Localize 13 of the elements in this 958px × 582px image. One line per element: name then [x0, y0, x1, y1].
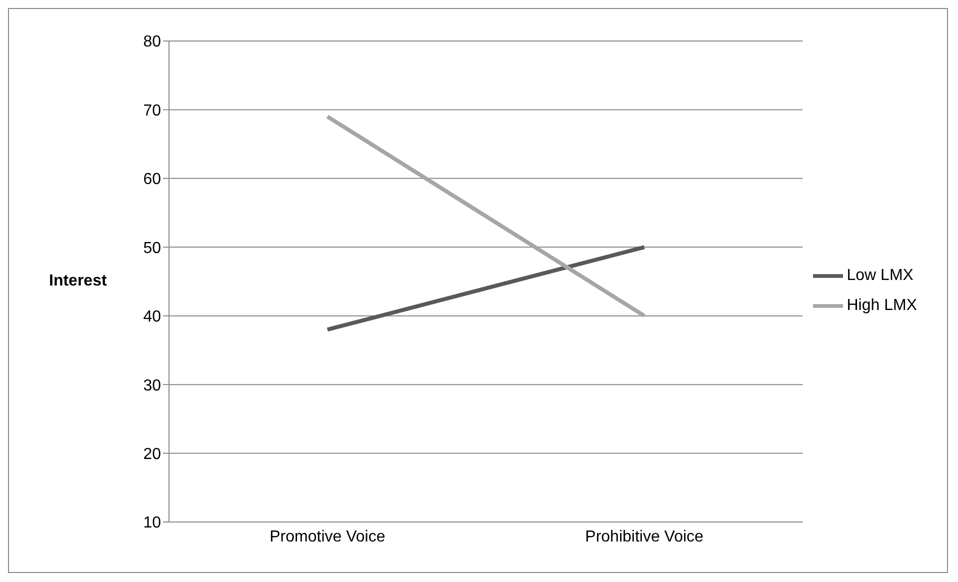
y-tick-label: 80: [143, 34, 162, 51]
legend-label: Low LMX: [846, 266, 914, 284]
y-tick-label: 70: [143, 102, 162, 120]
x-tick-label: Prohibitive Voice: [585, 528, 704, 546]
y-tick-label: 60: [143, 171, 162, 188]
y-tick-label: 40: [143, 308, 162, 326]
legend-label: High LMX: [846, 296, 917, 314]
y-axis-title: Interest: [49, 272, 108, 290]
x-tick-label: Promotive Voice: [270, 528, 386, 546]
y-tick-label: 20: [143, 446, 162, 463]
y-tick-label: 10: [143, 514, 162, 532]
y-tick-label: 50: [143, 240, 162, 257]
y-tick-label: 30: [143, 377, 162, 394]
